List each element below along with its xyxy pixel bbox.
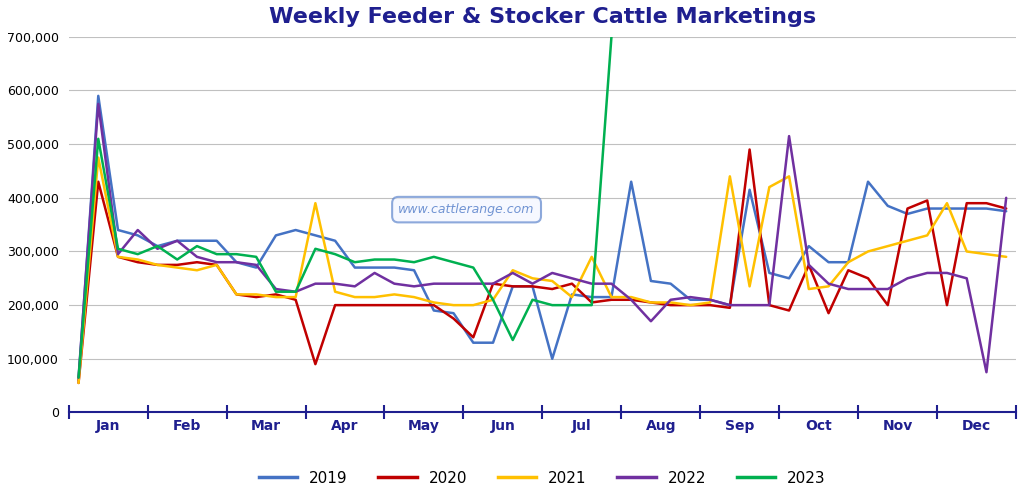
Title: Weekly Feeder & Stocker Cattle Marketings: Weekly Feeder & Stocker Cattle Marketing…	[269, 7, 816, 27]
Text: www.cattlerange.com: www.cattlerange.com	[398, 203, 535, 216]
Legend: 2019, 2020, 2021, 2022, 2023: 2019, 2020, 2021, 2022, 2023	[253, 465, 832, 492]
